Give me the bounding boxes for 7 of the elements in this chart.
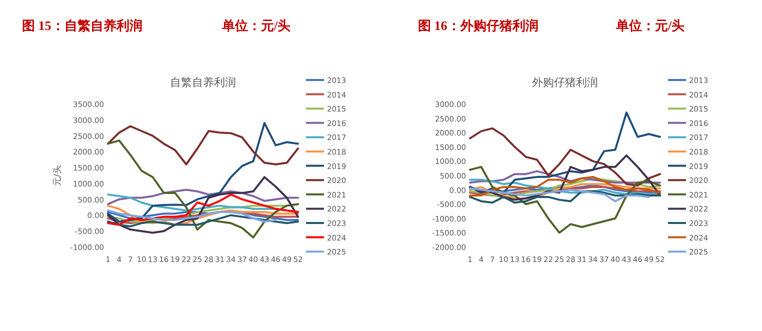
caption: 图 15：自繁自养利润: [22, 18, 142, 33]
chart-title: 外购仔猪利润: [532, 76, 598, 89]
y-axis-title: 元/头: [52, 164, 63, 186]
caption: 图 16：外购仔猪利润: [418, 18, 538, 33]
text: 单位：元/头: [221, 18, 291, 33]
text: 单位：元/头: [615, 18, 685, 33]
chart-title: 自繁自养利润: [170, 76, 236, 89]
